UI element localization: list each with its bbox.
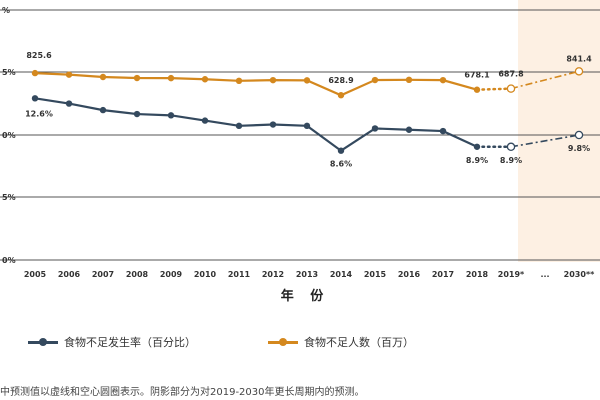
data-label: 628.9 (328, 76, 354, 85)
x-tick-label: 2019* (498, 270, 525, 279)
series-projection-dotted-1 (475, 87, 513, 91)
data-point (133, 74, 141, 82)
x-axis-ticks: 2005 2006 2007 2008 2009 2010 2011 2012 2013 2014… (24, 270, 595, 279)
series-projection-dashdot-0 (510, 134, 580, 148)
data-point (201, 117, 209, 124)
data-point (269, 76, 277, 84)
x-tick-label: 2018 (466, 270, 489, 279)
data-label: 9.8% (568, 144, 590, 153)
x-tick-label: 2013 (296, 270, 318, 279)
data-label: 825.6 (26, 51, 52, 60)
x-tick-label: 2008 (126, 270, 149, 279)
data-point (133, 110, 141, 118)
y-tick-label: 5% (2, 193, 16, 202)
data-point (439, 127, 447, 135)
x-tick-label: 2011 (228, 270, 251, 279)
legend-item-count: 食物不足人数（百万） (268, 334, 414, 350)
series-projection-dashdot-1 (510, 70, 580, 90)
data-point (506, 84, 516, 93)
x-tick-label: 2016 (398, 270, 421, 279)
data-point (574, 130, 584, 140)
series-line-0 (34, 97, 478, 153)
data-point (439, 76, 447, 84)
series-lines (31, 67, 584, 154)
data-point (235, 77, 243, 85)
data-point (574, 67, 584, 76)
x-tick-label: 2009 (160, 270, 183, 279)
data-point (473, 86, 481, 93)
data-point (473, 143, 481, 150)
data-point (31, 69, 39, 77)
y-tick-label: 0% (2, 256, 16, 265)
x-tick-label: 2007 (92, 270, 114, 279)
data-label: 678.1 (464, 71, 490, 80)
y-axis-ticks: % 5% 0% 5% 0% (2, 6, 16, 265)
data-point (303, 122, 311, 130)
x-tick-label: 2014 (330, 270, 353, 279)
data-label: 841.4 (566, 54, 592, 63)
x-tick-label: ... (540, 270, 549, 279)
data-label: 8.6% (330, 160, 352, 169)
y-tick-label: 0% (2, 131, 16, 140)
legend-label-count: 食物不足人数（百万） (304, 336, 414, 349)
x-tick-label: 2005 (24, 270, 47, 279)
x-tick-label: 2006 (58, 270, 81, 279)
data-label: 8.9% (500, 156, 522, 165)
gridlines (0, 9, 600, 261)
data-point (65, 100, 73, 107)
data-point (371, 76, 379, 84)
data-point (405, 76, 413, 84)
data-point (235, 122, 243, 130)
x-tick-label: 2030** (564, 270, 595, 279)
legend: 食物不足发生率（百分比） 食物不足人数（百万） (0, 334, 600, 354)
data-point (405, 126, 413, 133)
data-point (31, 95, 39, 102)
data-point (506, 142, 516, 152)
data-point (99, 106, 107, 114)
data-label: 12.6% (25, 109, 53, 118)
legend-swatch-count (268, 337, 298, 346)
data-point (269, 121, 277, 128)
data-label: 8.9% (466, 156, 488, 165)
footnote: 中预测值以虚线和空心圆圈表示。阴影部分为对2019-2030年更长周期内的预测。 (0, 387, 365, 398)
data-point (371, 125, 379, 132)
data-point (201, 76, 209, 83)
legend-swatch-rate (28, 337, 58, 346)
x-tick-label: 2015 (364, 270, 387, 279)
y-tick-label: 5% (2, 68, 16, 77)
x-tick-label: 2012 (262, 270, 284, 279)
data-labels: 12.6% 8.6% 8.9% 8.9% 9.8% 825.6 628.9 678.1 687.… (25, 51, 592, 169)
legend-item-rate: 食物不足发生率（百分比） (28, 334, 196, 350)
series-line-1 (34, 72, 478, 97)
chart: %5%0%5%0% 2005 2006 2007 2008 2009 2010 2011 20… (0, 0, 600, 304)
data-point (167, 74, 175, 82)
x-tick-label: 2010 (194, 270, 217, 279)
legend-label-rate: 食物不足发生率（百分比） (64, 336, 196, 349)
projection-shade (518, 0, 600, 262)
data-point (167, 112, 175, 119)
data-point (337, 92, 345, 99)
data-point (65, 71, 73, 78)
x-tick-label: 2017 (432, 270, 454, 279)
y-tick-label: % (2, 6, 10, 15)
data-point (99, 73, 107, 81)
x-axis-title: 年 份 (281, 288, 330, 304)
data-point (337, 147, 345, 154)
data-label: 687.8 (498, 70, 524, 79)
data-point (303, 77, 311, 84)
